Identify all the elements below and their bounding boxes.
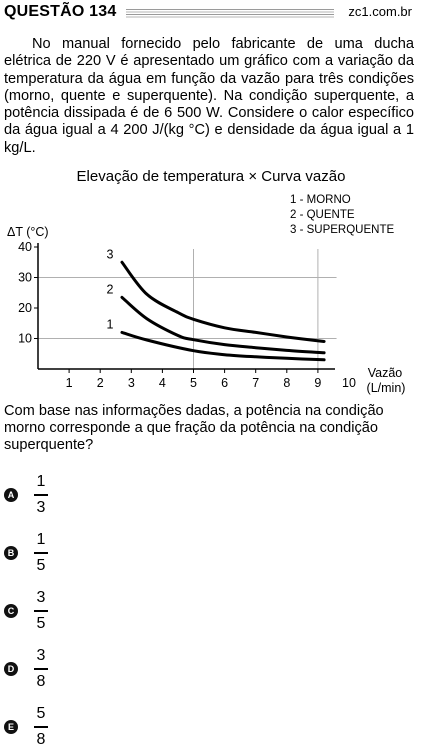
x-tick-label: 8: [283, 376, 290, 390]
fraction-denominator: 5: [36, 556, 46, 574]
option-letter-badge: C: [4, 604, 18, 618]
fraction-numerator: 5: [36, 705, 46, 722]
x-tick-label: 5: [190, 376, 197, 390]
series-line-2: [120, 295, 326, 355]
fraction-numerator: 1: [36, 473, 46, 490]
option-letter-badge: E: [4, 720, 18, 734]
x-tick-label: 9: [314, 376, 321, 390]
question-number: QUESTÃO 134: [4, 3, 117, 20]
fraction-denominator: 3: [36, 498, 46, 516]
fraction-denominator: 8: [36, 672, 46, 690]
y-tick-label: 20: [18, 301, 32, 315]
x-tick-label: 7: [252, 376, 259, 390]
x-tick-label: 1: [66, 376, 73, 390]
x-tick-label: 4: [159, 376, 166, 390]
y-tick-label: 30: [18, 271, 32, 285]
series-line-3: [120, 260, 326, 343]
series-label-3: 3: [106, 247, 113, 261]
chart-axes: [34, 243, 335, 373]
source-watermark: zc1.com.br: [348, 4, 412, 19]
chart-labels: 10 20 30 40 1 2 3 4 5 6 7 8 9 10 ΔT (°C) Vazão(L/min) 1 2…: [7, 225, 405, 395]
y-tick-label: 40: [18, 240, 32, 254]
chart-series: [120, 260, 326, 362]
x-tick-label: 10: [342, 376, 356, 390]
option-letter-badge: D: [4, 662, 18, 676]
fraction-numerator: 1: [36, 531, 46, 548]
x-tick-label: 6: [221, 376, 228, 390]
fraction-numerator: 3: [36, 647, 46, 664]
x-tick-label: 2: [97, 376, 104, 390]
chart-title: Elevação de temperatura × Curva vazão: [76, 168, 346, 185]
question-prompt: Com base nas informações dadas, a potênc…: [4, 403, 384, 454]
option-letter-badge: B: [4, 546, 18, 560]
series-line-1: [120, 330, 326, 362]
fraction-bar: [34, 494, 48, 496]
series-label-2: 2: [106, 282, 113, 296]
fraction-numerator: 3: [36, 589, 46, 606]
fraction-bar: [34, 610, 48, 612]
question-stem: No manual fornecido pelo fabricante de u…: [4, 36, 414, 156]
legend-entry-quente: 2 - QUENTE: [290, 209, 355, 222]
fraction-bar: [34, 668, 48, 670]
header-stripes: [126, 8, 334, 18]
fraction-denominator: 8: [36, 730, 46, 748]
question-header: QUESTÃO 134 zc1.com.br: [4, 3, 418, 23]
option-letter-badge: A: [4, 488, 18, 502]
fraction-denominator: 5: [36, 614, 46, 632]
fraction-bar: [34, 726, 48, 728]
legend-entry-morno: 1 - MORNO: [290, 194, 351, 206]
x-axis-label-line1: Vazão: [368, 366, 403, 380]
x-axis-label-line2: (L/min): [367, 381, 406, 395]
fraction-bar: [34, 552, 48, 554]
legend-entry-superquente: 3 - SUPERQUENTE: [290, 224, 395, 237]
y-tick-label: 10: [18, 332, 32, 346]
series-label-1: 1: [106, 317, 113, 331]
chart-legend: 1 - MORNO 2 - QUENTE 3 - SUPERQUENTE: [290, 193, 394, 239]
temperature-flow-chart: 10 20 30 40 1 2 3 4 5 6 7 8 9 10 ΔT (°C) Vazão(L/min) 1 2…: [7, 225, 405, 395]
y-axis-label: ΔT (°C): [7, 225, 49, 239]
x-tick-label: 3: [128, 376, 135, 390]
